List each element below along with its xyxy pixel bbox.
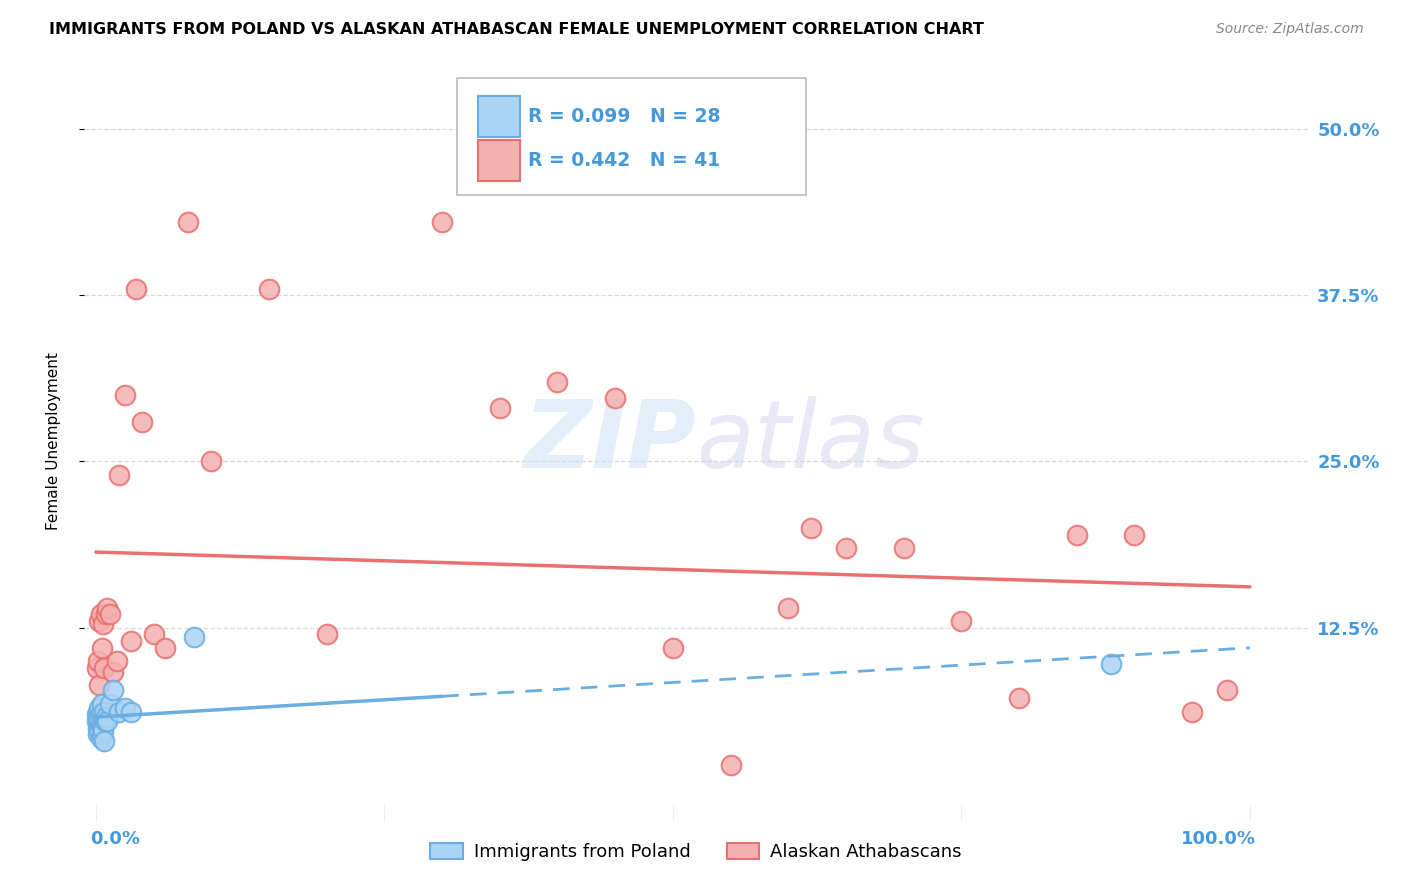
Point (778, 600, 800, 615)
Point (1123, 527, 1146, 541)
Legend: Immigrants from Poland, Alaskan Athabascans: Immigrants from Poland, Alaskan Athabasc… (423, 836, 969, 869)
Point (177, 215, 200, 229)
Text: atlas: atlas (696, 396, 924, 487)
Point (1066, 527, 1088, 541)
Point (86, 707, 108, 722)
Point (89, 707, 111, 722)
Point (1099, 657, 1122, 671)
Point (91, 710, 114, 724)
Text: 0.0%: 0.0% (90, 830, 141, 848)
Point (90, 697, 112, 711)
Text: R = 0.442   N = 41: R = 0.442 N = 41 (529, 151, 720, 169)
Point (90, 727, 112, 741)
Point (89, 723, 111, 738)
Point (90, 640, 112, 655)
Point (103, 683, 125, 698)
Point (91, 616, 114, 631)
Text: 100.0%: 100.0% (1181, 830, 1256, 848)
Point (114, 700, 136, 714)
Point (1216, 683, 1239, 698)
Point (315, 627, 337, 641)
Point (87, 654, 110, 668)
Point (87, 721, 110, 735)
Text: Source: ZipAtlas.com: Source: ZipAtlas.com (1216, 22, 1364, 37)
Point (131, 415, 153, 429)
Point (257, 282, 280, 296)
Point (153, 640, 176, 655)
Point (125, 282, 148, 296)
Point (86, 661, 108, 675)
Point (108, 467, 131, 482)
Text: R = 0.099   N = 28: R = 0.099 N = 28 (529, 107, 721, 126)
Point (605, 391, 627, 405)
Point (893, 541, 915, 555)
Point (108, 705, 131, 719)
Point (91, 723, 114, 738)
FancyBboxPatch shape (478, 95, 520, 136)
Point (93, 734, 115, 748)
FancyBboxPatch shape (478, 140, 520, 181)
Point (114, 388, 136, 402)
Point (89, 607, 111, 622)
Point (430, 215, 453, 229)
Point (488, 401, 510, 416)
Point (183, 630, 205, 644)
Point (93, 661, 115, 675)
Point (1008, 691, 1031, 706)
Text: IMMIGRANTS FROM POLAND VS ALASKAN ATHABASCAN FEMALE UNEMPLOYMENT CORRELATION CHA: IMMIGRANTS FROM POLAND VS ALASKAN ATHABA… (49, 22, 984, 37)
Point (200, 454, 222, 468)
FancyBboxPatch shape (457, 78, 806, 195)
Point (89, 614, 111, 628)
Point (1181, 705, 1204, 719)
Point (89, 678, 111, 692)
Point (89, 714, 111, 728)
Point (86, 714, 108, 728)
Point (96, 710, 118, 724)
Point (93, 705, 115, 719)
Point (105, 654, 128, 668)
Point (547, 375, 569, 389)
Point (835, 541, 858, 555)
Point (120, 705, 142, 719)
Point (800, 521, 823, 535)
Point (90, 721, 112, 735)
Point (662, 640, 685, 655)
Point (94, 714, 117, 728)
Point (720, 757, 742, 772)
Point (142, 627, 165, 641)
Point (94, 707, 117, 722)
Point (89, 718, 111, 732)
Point (98, 607, 121, 622)
Point (89, 731, 111, 746)
Point (96, 607, 118, 622)
Point (87, 710, 110, 724)
Y-axis label: Female Unemployment: Female Unemployment (46, 352, 60, 531)
Point (98, 697, 121, 711)
Point (950, 614, 973, 628)
Point (87, 727, 110, 741)
Text: ZIP: ZIP (523, 395, 696, 488)
Point (89, 700, 111, 714)
Point (96, 600, 118, 615)
Point (96, 714, 118, 728)
Point (120, 634, 142, 648)
Point (103, 665, 125, 679)
